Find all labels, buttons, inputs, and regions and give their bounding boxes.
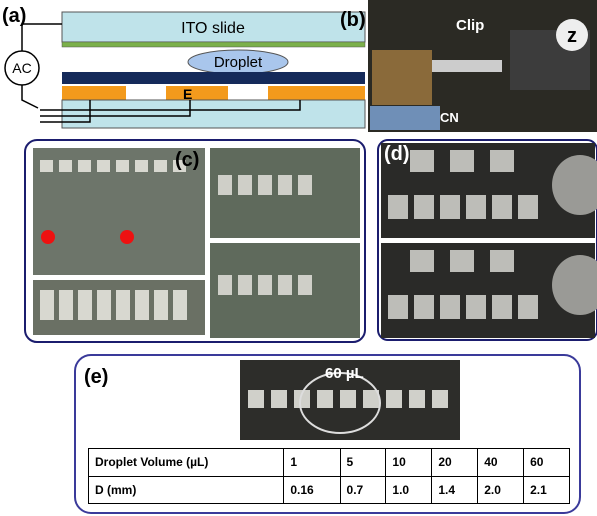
panel-label: (c)	[175, 149, 199, 171]
panel-label: (d)	[384, 143, 410, 165]
electrode-pad	[340, 390, 356, 408]
electrode-pad	[388, 295, 408, 319]
electrode-pad	[78, 290, 92, 320]
electrode-pad	[518, 295, 538, 319]
electrode-pad	[518, 195, 538, 219]
gap	[126, 86, 166, 100]
electrode-pad	[298, 175, 312, 195]
electrode-pad	[440, 295, 460, 319]
panel-label: (a)	[2, 5, 26, 27]
ac-label: AC	[12, 60, 31, 76]
table-cell: 1.4	[432, 476, 478, 504]
cn-label: CN	[440, 110, 459, 125]
marker	[41, 230, 55, 244]
figure-svg: ITO slide Droplet 1 2 E AC (a) z Clip CN…	[0, 0, 597, 516]
table-cell: 2.0	[478, 476, 524, 504]
electrode-pad	[388, 195, 408, 219]
electrode-pad	[78, 160, 91, 172]
electrode-pad	[490, 150, 514, 172]
electrode-pad	[97, 160, 110, 172]
electrode-pad	[490, 250, 514, 272]
table-cell: 20	[432, 449, 478, 477]
electrode-pad	[410, 150, 434, 172]
figure: ITO slide Droplet 1 2 E AC (a) z Clip CN…	[0, 0, 597, 516]
z-label: z	[567, 25, 577, 47]
electrode-pad	[450, 250, 474, 272]
ito-label: ITO slide	[181, 20, 245, 37]
electrode-pad	[278, 275, 292, 295]
electrode-pad	[386, 390, 402, 408]
table-cell: 40	[478, 449, 524, 477]
coating	[62, 42, 365, 47]
electrode-pad	[97, 290, 111, 320]
gap	[228, 86, 268, 100]
electrode-pad	[154, 160, 167, 172]
table-cell: 10	[386, 449, 432, 477]
electrode-pad	[492, 195, 512, 219]
electrode-pad	[414, 195, 434, 219]
table-cell: D (mm)	[89, 476, 284, 504]
electrode-pad	[173, 290, 187, 320]
electrode-pad	[432, 390, 448, 408]
volume-label: 60 µL	[325, 365, 364, 382]
cable	[370, 106, 440, 130]
electrode-pad	[414, 295, 434, 319]
table-cell: 0.7	[340, 476, 386, 504]
chip	[372, 50, 432, 105]
droplet-label: Droplet	[214, 54, 263, 71]
electrode-pad	[135, 290, 149, 320]
substrate	[62, 100, 365, 128]
electrode-pad	[466, 195, 486, 219]
electrode-pad	[238, 175, 252, 195]
dielectric	[62, 72, 365, 84]
electrode-pad	[40, 290, 54, 320]
panel-label: (b)	[340, 9, 366, 31]
electrode-pad	[40, 160, 53, 172]
table-cell: 1.0	[386, 476, 432, 504]
electrode-pad	[258, 275, 272, 295]
electrode-pad	[410, 250, 434, 272]
clip-label: Clip	[456, 17, 484, 34]
clip-body	[432, 60, 502, 72]
electrode-pad	[238, 275, 252, 295]
table-cell: 1	[284, 449, 340, 477]
marker	[120, 230, 134, 244]
electrode-pad	[59, 160, 72, 172]
electrodes	[62, 86, 365, 100]
electrode-pad	[135, 160, 148, 172]
electrode-pad	[116, 160, 129, 172]
electrode-pad	[409, 390, 425, 408]
electrode-pad	[248, 390, 264, 408]
table-cell: 2.1	[524, 476, 570, 504]
electrode-pad	[450, 150, 474, 172]
table-cell: 0.16	[284, 476, 340, 504]
electrode-pad	[271, 390, 287, 408]
panel-label: (e)	[84, 366, 108, 388]
electrode-pad	[298, 275, 312, 295]
electrode-pad	[218, 275, 232, 295]
electrode-label: E	[183, 86, 192, 102]
electrode-pad	[317, 390, 333, 408]
electrode-pad	[492, 295, 512, 319]
electrode-pad	[116, 290, 130, 320]
electrode-pad	[218, 175, 232, 195]
table-cell: Droplet Volume (µL)	[89, 449, 284, 477]
electrode-pad	[440, 195, 460, 219]
electrode-pad	[278, 175, 292, 195]
table-cell: 60	[524, 449, 570, 477]
electrode-pad	[59, 290, 73, 320]
electrode-pad	[258, 175, 272, 195]
table-cell: 5	[340, 449, 386, 477]
electrode-pad	[154, 290, 168, 320]
electrode-pad	[466, 295, 486, 319]
